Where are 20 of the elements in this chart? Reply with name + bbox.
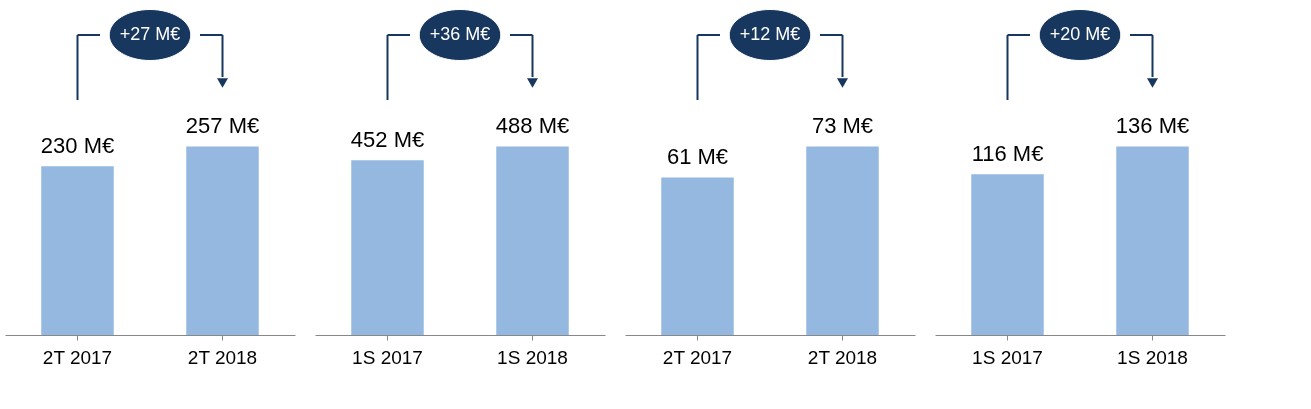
text: +12 M€ [739,24,801,44]
data-label: 61 M€ [666,144,729,170]
x-tick-label: 2T 2018 [807,346,878,368]
x-tick-label: 1S 2017 [352,346,423,368]
data-label: 116 M€ [971,141,1044,167]
x-tick-label: 2T 2018 [187,346,258,368]
text: +20 M€ [1049,24,1111,44]
x-tick-label: 1S 2018 [497,346,568,368]
data-label: 136 M€ [1115,113,1190,139]
data-label: 257 M€ [185,113,260,139]
data-label: 488 M€ [495,113,570,139]
x-tick-label: 2T 2017 [662,346,733,368]
x-tick-label: 1S 2018 [1117,346,1188,368]
data-label: 452 M€ [350,127,425,153]
x-tick-label: 1S 2017 [972,346,1043,368]
text: +27 M€ [119,24,181,44]
text: +36 M€ [429,24,491,44]
data-label: 230 M€ [40,133,115,159]
data-label: 73 M€ [811,113,874,139]
x-tick-label: 2T 2017 [42,346,113,368]
